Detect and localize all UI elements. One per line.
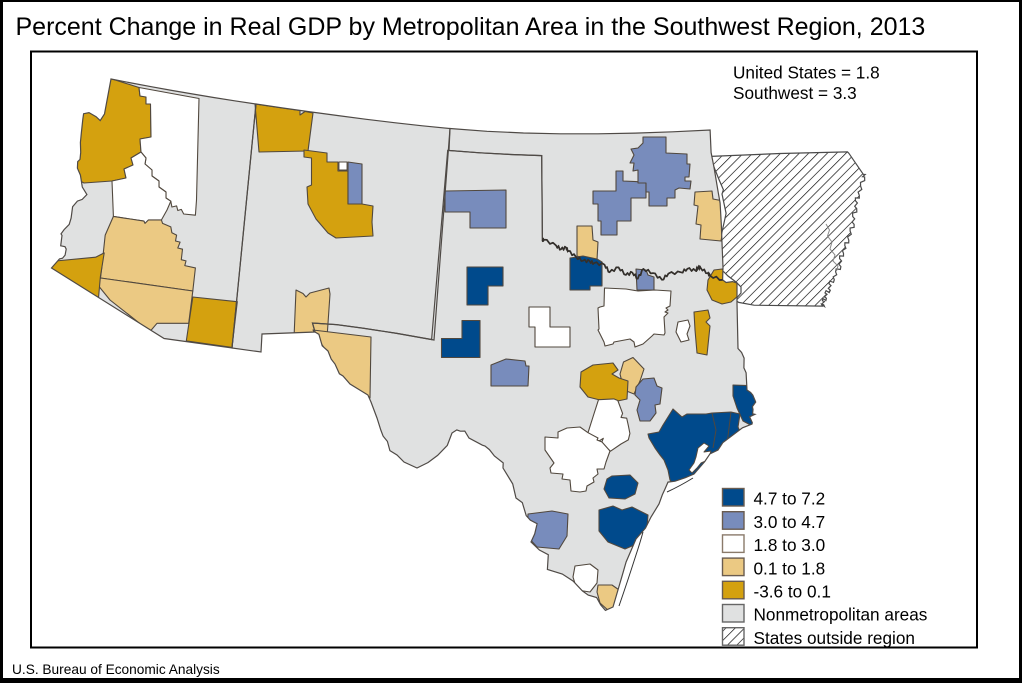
svg-text:0.1 to 1.8: 0.1 to 1.8 bbox=[754, 558, 826, 578]
svg-text:-3.6 to 0.1: -3.6 to 0.1 bbox=[754, 582, 831, 602]
svg-text:Southwest = 3.3: Southwest = 3.3 bbox=[733, 83, 857, 103]
svg-text:Nonmetropolitan areas: Nonmetropolitan areas bbox=[754, 605, 928, 625]
svg-text:United States = 1.8: United States = 1.8 bbox=[733, 63, 880, 83]
svg-text:States outside region: States outside region bbox=[754, 628, 915, 648]
svg-text:1.8 to 3.0: 1.8 to 3.0 bbox=[754, 535, 826, 555]
svg-text:3.0 to 4.7: 3.0 to 4.7 bbox=[754, 512, 826, 532]
svg-text:U.S. Bureau of Economic Analys: U.S. Bureau of Economic Analysis bbox=[12, 662, 220, 677]
svg-text:Percent Change in Real GDP by: Percent Change in Real GDP by Metropolit… bbox=[16, 13, 926, 41]
svg-text:4.7 to 7.2: 4.7 to 7.2 bbox=[754, 489, 826, 509]
